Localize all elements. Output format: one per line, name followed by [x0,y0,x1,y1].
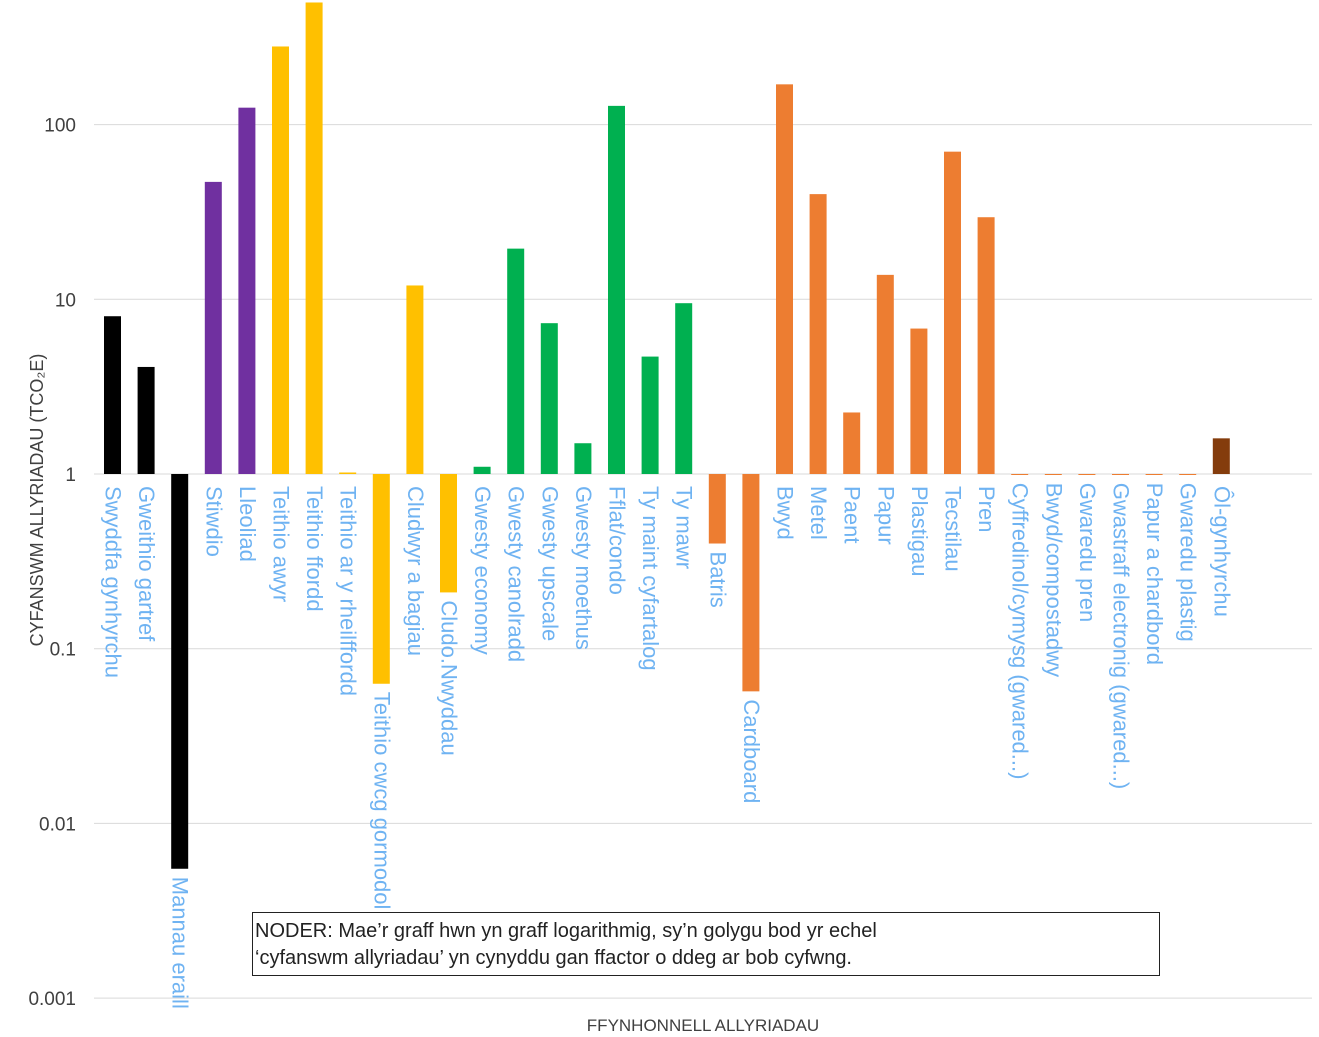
note-line-2: ‘cyfanswm allyriadau’ yn cynyddu gan ffa… [255,947,852,969]
category-labels: Swyddfa gynhyrchu Gweithio gartref Mannau … [101,483,1235,1009]
category-label: Fflat/condo [605,486,630,595]
bar [339,472,357,474]
category-label: Gweithio gartref [134,486,159,642]
category-label: Gwesty canolradd [504,486,529,662]
bar [641,356,659,474]
bar [876,274,894,474]
bar [977,217,995,474]
category-label: Plastigau [907,486,932,577]
bar [1078,474,1096,475]
gridlines [94,124,1312,999]
bar [675,303,693,474]
bar [1112,474,1129,475]
category-label: Swyddfa gynhyrchu [101,486,126,678]
bar [776,84,793,474]
bar [406,285,424,474]
note-line-1: NODER: Mae’r graff hwn yn graff logarith… [255,920,877,942]
bar [1145,474,1163,475]
bar [1212,438,1230,474]
bars [104,2,1230,869]
category-label: Ty mawr [672,486,697,569]
y-tick-label: 100 [44,116,76,137]
category-label: Gwaredu plastig [1176,483,1201,642]
bar [608,105,625,474]
category-label: Gwesty moethus [571,486,596,650]
category-label: Stiwdio [201,486,226,557]
bar [1011,474,1029,475]
y-tick-label: 0.001 [28,989,76,1010]
category-label: Lleoliad [235,486,260,562]
bar [305,2,323,475]
bar [574,443,592,474]
category-label: Gwastraff electronig (gwared...) [1109,483,1134,790]
bar [104,316,121,474]
bar [507,248,525,474]
category-label: Papur a chardbord [1142,483,1167,665]
bar [1044,474,1062,475]
category-label: Gwaredu pren [1075,483,1100,622]
category-label: Papur [873,486,898,545]
bar [137,366,155,474]
bar [372,474,390,684]
category-label: Teithio awyr [269,486,294,602]
y-tick-label: 10 [55,290,76,311]
category-label: Ty maint cyfartalog [638,486,663,671]
category-label: Bwyd/compostadwy [1041,483,1066,677]
category-label: Teithio ffordd [302,486,327,612]
bar [440,474,457,593]
category-label: Gwesty upscale [537,486,562,641]
bar [809,194,827,474]
category-label: Metel [806,486,831,540]
category-label: Cludo.Nwyddau [437,600,462,755]
category-label: Teithio ar y rheilffordd [336,486,361,696]
category-label: Mannau eraill [168,877,193,1009]
category-label: Cardboard [739,699,764,803]
category-label: Pren [974,486,999,532]
bar [742,474,760,692]
bar [708,474,726,544]
bar [1179,474,1197,475]
x-axis-title: FFYNHONNELL ALLYRIADAU [587,1016,819,1035]
y-tick-label: 0.1 [50,640,76,661]
category-label: Ôl-gynhyrchu [1209,486,1234,617]
category-label: Gwesty economy [470,486,495,655]
category-label: Cludwyr a bagiau [403,486,428,656]
bar [910,328,928,474]
bar [272,46,289,474]
category-label: Bwyd [773,486,798,540]
y-tick-label: 0.01 [39,814,76,835]
bar [843,412,861,474]
category-label: Teithio cwcg gormodol [369,692,394,910]
category-label: Batris [705,552,730,608]
bar [204,181,222,474]
bar [238,107,256,474]
category-label: Cyffredinol/cymysg (gwared...) [1008,483,1033,780]
logarithmic-note-box: NODER: Mae’r graff hwn yn graff logarith… [252,912,1160,976]
bar [944,151,961,474]
category-label: Paent [840,486,865,544]
bar [540,323,558,474]
y-axis-ticks: 100 10 1 0.1 0.01 0.001 [28,116,76,1010]
bar [473,466,491,474]
bar [171,474,189,869]
y-tick-label: 1 [65,465,76,486]
category-label: Tecstilau [941,486,966,572]
y-axis-title: CYFANSWM ALLYRIADAU (TCO₂E) [27,354,47,647]
